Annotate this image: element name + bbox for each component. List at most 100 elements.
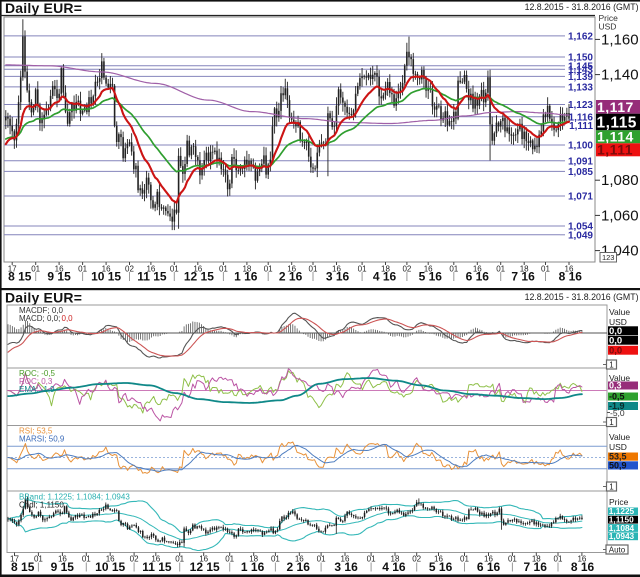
svg-text:1,123: 1,123 bbox=[568, 100, 593, 111]
svg-text:6 16: 6 16 bbox=[466, 270, 490, 284]
svg-text:3 16: 3 16 bbox=[326, 270, 350, 284]
svg-text:01: 01 bbox=[554, 555, 563, 564]
svg-text:01: 01 bbox=[449, 265, 458, 274]
svg-text:1,054: 1,054 bbox=[568, 222, 593, 233]
svg-text:50,9: 50,9 bbox=[609, 460, 627, 470]
svg-text:01: 01 bbox=[309, 265, 318, 274]
svg-text:16: 16 bbox=[287, 265, 296, 274]
svg-text:16: 16 bbox=[577, 555, 586, 564]
svg-text:18: 18 bbox=[391, 555, 400, 564]
svg-text:1,116: 1,116 bbox=[569, 112, 594, 123]
svg-text:-1,9: -1,9 bbox=[609, 401, 625, 411]
svg-text:17: 17 bbox=[10, 555, 19, 564]
svg-text:ROC; -0,5: ROC; -0,5 bbox=[19, 369, 56, 378]
svg-text:01: 01 bbox=[31, 265, 40, 274]
svg-text:01: 01 bbox=[264, 265, 273, 274]
svg-text:5 16: 5 16 bbox=[419, 270, 443, 284]
svg-text:1,133: 1,133 bbox=[568, 82, 593, 93]
svg-text:1,162: 1,162 bbox=[568, 31, 593, 42]
svg-text:1,091: 1,091 bbox=[568, 156, 593, 167]
svg-text:1,150: 1,150 bbox=[568, 53, 593, 64]
svg-text:5 16: 5 16 bbox=[429, 560, 453, 574]
svg-text:01: 01 bbox=[82, 555, 91, 564]
svg-text:1,111: 1,111 bbox=[569, 121, 593, 132]
svg-text:RSI; 53,5: RSI; 53,5 bbox=[19, 427, 53, 436]
svg-text:2 16: 2 16 bbox=[287, 560, 311, 574]
svg-text:10 15: 10 15 bbox=[95, 560, 125, 574]
svg-text:MACDF; 0,0: MACDF; 0,0 bbox=[19, 306, 64, 315]
svg-text:4 16: 4 16 bbox=[382, 560, 406, 574]
svg-text:01: 01 bbox=[219, 265, 228, 274]
svg-text:9 15: 9 15 bbox=[47, 270, 71, 284]
svg-text:16: 16 bbox=[151, 555, 160, 564]
svg-text:01: 01 bbox=[460, 555, 469, 564]
svg-text:01: 01 bbox=[541, 265, 550, 274]
svg-text:01: 01 bbox=[225, 555, 234, 564]
svg-text:16: 16 bbox=[199, 555, 208, 564]
svg-text:12.8.2015 - 31.8.2016 (GMT): 12.8.2015 - 31.8.2016 (GMT) bbox=[525, 292, 639, 302]
svg-text:02: 02 bbox=[130, 555, 139, 564]
svg-text:BBand; 1,1225; 1,1084; 1,0943: BBand; 1,1225; 1,1084; 1,0943 bbox=[19, 493, 130, 502]
svg-text:Value: Value bbox=[609, 432, 630, 442]
svg-text:18: 18 bbox=[249, 555, 258, 564]
svg-text:01: 01 bbox=[358, 265, 367, 274]
svg-text:10 15: 10 15 bbox=[91, 270, 121, 284]
svg-text:16: 16 bbox=[565, 265, 574, 274]
svg-text:1,085: 1,085 bbox=[568, 167, 593, 178]
svg-text:16: 16 bbox=[55, 265, 64, 274]
svg-text:1 16: 1 16 bbox=[241, 560, 265, 574]
svg-text:18: 18 bbox=[532, 555, 541, 564]
svg-text:8 16: 8 16 bbox=[559, 270, 583, 284]
svg-text:0,0: 0,0 bbox=[609, 326, 622, 337]
svg-text:USD: USD bbox=[599, 22, 617, 32]
svg-text:EMA; -1,9: EMA; -1,9 bbox=[19, 385, 55, 394]
svg-text:Cndl; 1,1150: Cndl; 1,1150 bbox=[19, 501, 64, 510]
svg-text:8 15: 8 15 bbox=[8, 270, 32, 284]
svg-text:Value: Value bbox=[609, 307, 630, 317]
svg-text:Daily EUR=: Daily EUR= bbox=[5, 290, 82, 306]
svg-text:1,114: 1,114 bbox=[597, 129, 634, 145]
svg-text:1,1225: 1,1225 bbox=[609, 506, 635, 516]
svg-text:01: 01 bbox=[317, 555, 326, 564]
svg-text:USD: USD bbox=[609, 317, 627, 327]
svg-text:1,111: 1,111 bbox=[597, 142, 633, 158]
svg-text:01: 01 bbox=[78, 265, 87, 274]
svg-text:MACD; 0,0;: MACD; 0,0; bbox=[19, 314, 60, 323]
svg-text:Auto: Auto bbox=[609, 546, 626, 555]
svg-text:7 16: 7 16 bbox=[524, 560, 548, 574]
svg-text:18: 18 bbox=[520, 265, 529, 274]
svg-text:16: 16 bbox=[341, 555, 350, 564]
svg-text:Value: Value bbox=[609, 373, 630, 383]
svg-text:3 16: 3 16 bbox=[334, 560, 358, 574]
svg-text:1,1150: 1,1150 bbox=[609, 515, 634, 525]
svg-text:9 15: 9 15 bbox=[51, 560, 75, 574]
svg-text:1,049: 1,049 bbox=[568, 230, 593, 241]
svg-text:-0,5: -0,5 bbox=[609, 391, 625, 401]
svg-text:1,115: 1,115 bbox=[597, 115, 637, 132]
svg-text:1,071: 1,071 bbox=[568, 192, 593, 203]
svg-text:0,3: 0,3 bbox=[609, 380, 622, 390]
svg-text:Daily EUR=: Daily EUR= bbox=[5, 0, 82, 16]
svg-text:1,0943: 1,0943 bbox=[609, 531, 635, 541]
svg-text:16: 16 bbox=[295, 555, 304, 564]
svg-text:0,0: 0,0 bbox=[62, 314, 74, 323]
svg-text:01: 01 bbox=[367, 555, 376, 564]
svg-text:8 15: 8 15 bbox=[11, 560, 35, 574]
svg-text:0,0: 0,0 bbox=[609, 346, 622, 357]
svg-text:1,160: 1,160 bbox=[601, 31, 639, 48]
svg-text:1,143: 1,143 bbox=[568, 65, 593, 76]
svg-text:01: 01 bbox=[508, 555, 517, 564]
svg-text:4 16: 4 16 bbox=[373, 270, 397, 284]
svg-text:16: 16 bbox=[102, 265, 111, 274]
svg-text:16: 16 bbox=[58, 555, 67, 564]
svg-text:16: 16 bbox=[146, 265, 155, 274]
svg-text:1,100: 1,100 bbox=[568, 141, 593, 152]
svg-text:01: 01 bbox=[170, 265, 179, 274]
svg-text:16: 16 bbox=[434, 555, 443, 564]
svg-text:16: 16 bbox=[332, 265, 341, 274]
svg-text:ROC; 0,3: ROC; 0,3 bbox=[19, 377, 53, 386]
svg-text:16: 16 bbox=[193, 265, 202, 274]
svg-text:12 15: 12 15 bbox=[190, 560, 220, 574]
svg-text:02: 02 bbox=[125, 265, 134, 274]
svg-text:1,145: 1,145 bbox=[568, 61, 593, 72]
